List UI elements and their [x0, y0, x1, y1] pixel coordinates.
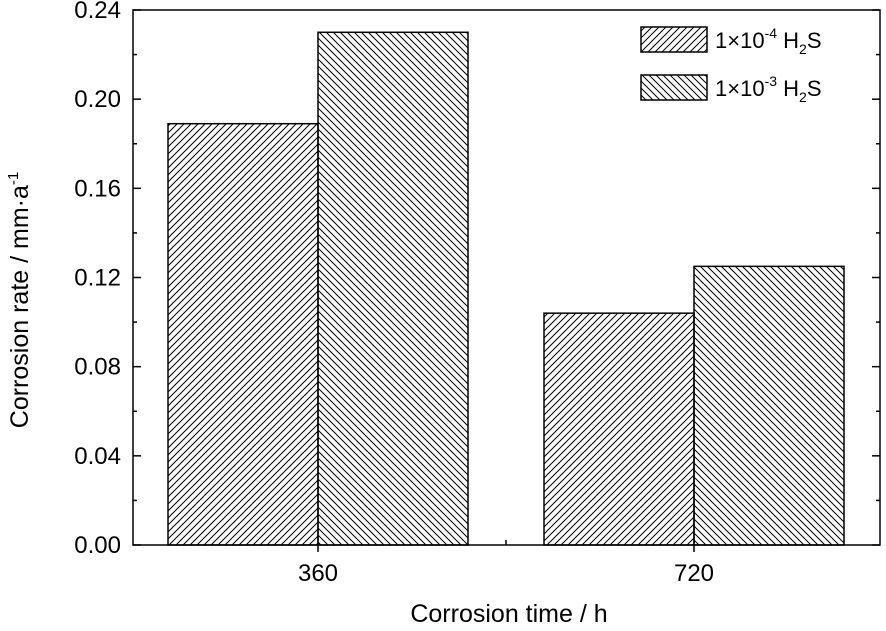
x-tick-label: 360	[298, 560, 338, 587]
legend: 1×10-4 H2S 1×10-3 H2S	[640, 25, 822, 105]
y-tick-label: 0.12	[74, 265, 121, 292]
x-tick-label: 720	[674, 560, 714, 587]
y-axis-label-main: Corrosion rate / mm·a	[6, 185, 34, 428]
bar-1-720	[543, 312, 695, 546]
y-tick-label: 0.20	[74, 86, 121, 113]
legend-label-1: 1×10-4 H2S	[715, 25, 822, 57]
bar-2-720	[693, 265, 845, 546]
y-axis-label-sup: -1	[5, 172, 22, 185]
bars-layer	[167, 31, 845, 546]
y-tick-label: 0.04	[74, 443, 121, 470]
x-axis-label: Corrosion time / h	[410, 600, 607, 628]
y-tick-label: 0.08	[74, 354, 121, 381]
y-tick-label: 0.16	[74, 175, 121, 202]
y-axis-label: Corrosion rate / mm·a-1	[5, 172, 34, 428]
bar-2-360	[317, 31, 469, 546]
legend-swatch-2	[640, 74, 708, 101]
legend-label-2: 1×10-3 H2S	[715, 73, 822, 105]
y-tick-label: 0.24	[74, 0, 121, 24]
axes-layer: 0.00 0.04 0.08 0.12 0.16 0.20 0.24 360 720	[74, 0, 881, 587]
bar-1-360	[167, 122, 319, 546]
y-tick-label: 0.00	[74, 532, 121, 559]
legend-swatch-1	[640, 26, 708, 53]
